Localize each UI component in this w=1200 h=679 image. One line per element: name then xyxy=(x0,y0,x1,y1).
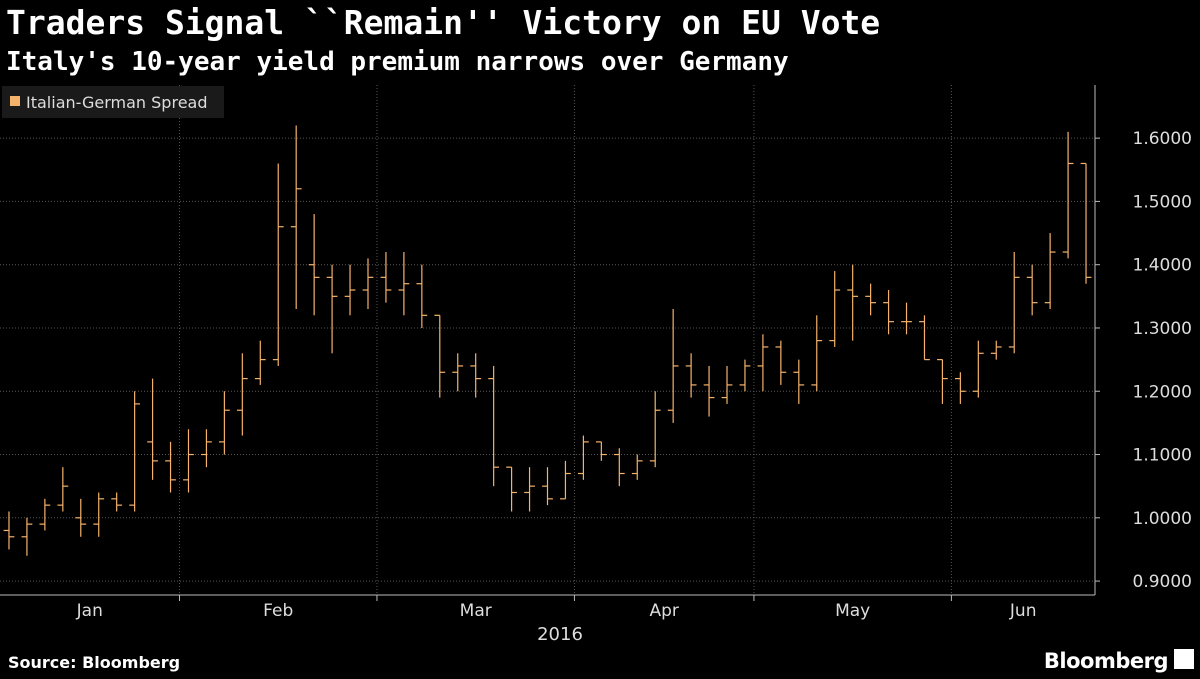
y-tick-label: 1.0000 xyxy=(1133,509,1192,529)
x-axis-label: 2016 xyxy=(537,624,583,645)
source: Source: Bloomberg xyxy=(8,653,180,672)
y-tick-label: 1.6000 xyxy=(1133,129,1192,149)
x-tick-label: Apr xyxy=(649,601,678,621)
legend-label: Italian-German Spread xyxy=(26,93,208,112)
x-tick-label: Jan xyxy=(76,601,103,621)
y-tick-label: 1.3000 xyxy=(1133,319,1192,339)
chart-subtitle: Italy's 10-year yield premium narrows ov… xyxy=(6,47,789,77)
x-tick-label: May xyxy=(835,601,870,621)
brand-icon xyxy=(1174,649,1194,669)
x-tick-label: Mar xyxy=(460,601,492,621)
y-tick-label: 0.9000 xyxy=(1133,572,1192,592)
legend-box xyxy=(2,86,224,118)
y-tick-label: 1.4000 xyxy=(1133,256,1192,276)
legend-swatch xyxy=(10,96,20,106)
chart-title: Traders Signal ``Remain'' Victory on EU … xyxy=(6,3,880,42)
brand: Bloomberg xyxy=(1044,649,1168,673)
y-tick-label: 1.1000 xyxy=(1133,446,1192,466)
y-tick-label: 1.5000 xyxy=(1133,192,1192,212)
x-tick-label: Feb xyxy=(263,601,293,621)
x-tick-label: Jun xyxy=(1009,601,1037,621)
y-tick-label: 1.2000 xyxy=(1133,382,1192,402)
